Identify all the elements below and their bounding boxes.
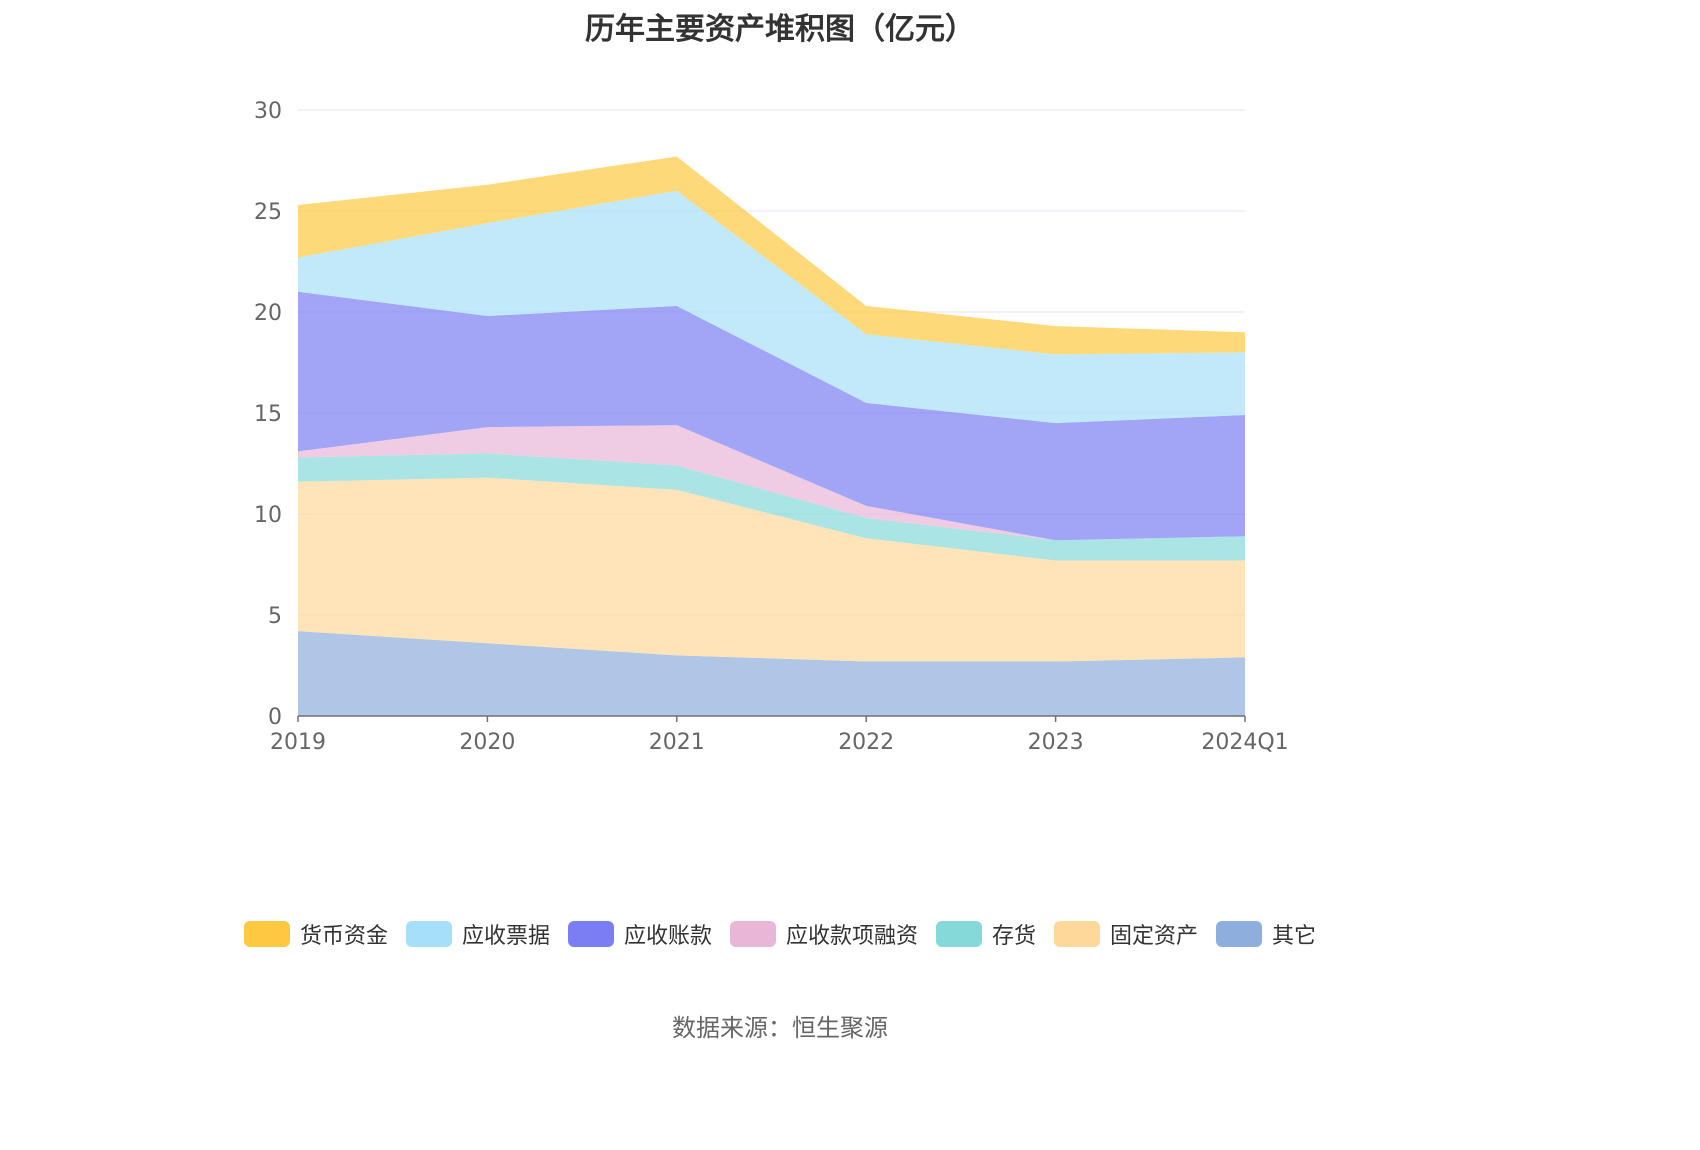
area-series [298, 190, 1245, 424]
x-tick-label: 2021 [649, 730, 705, 755]
x-tick-label: 2020 [459, 730, 515, 755]
y-tick-label: 10 [254, 503, 282, 528]
legend-item[interactable]: 存货 [936, 918, 1036, 950]
data-source: 数据来源：恒生聚源 [672, 1014, 888, 1042]
x-tick-label: 2022 [838, 730, 894, 755]
legend-swatch [567, 921, 614, 947]
legend-label: 应收账款 [623, 924, 712, 949]
y-tick-label: 25 [254, 200, 282, 225]
legend-label: 其它 [1272, 924, 1317, 949]
legend-item[interactable]: 固定资产 [1054, 918, 1198, 950]
area-series [298, 291, 1245, 541]
legend-swatch [1054, 921, 1101, 947]
x-tick-label: 2024Q1 [1201, 730, 1288, 755]
legend-label: 货币资金 [299, 924, 388, 949]
area-series [298, 477, 1245, 662]
y-tick-label: 30 [254, 99, 282, 124]
legend-swatch [243, 921, 290, 947]
legend-swatch [1216, 921, 1263, 947]
legend-label: 存货 [992, 924, 1037, 949]
chart-title: 历年主要资产堆积图（亿元） [585, 12, 975, 47]
x-tick-label: 2019 [270, 730, 326, 755]
x-tick-label: 2023 [1028, 730, 1084, 755]
area-series [298, 156, 1245, 355]
legend-swatch [405, 921, 452, 947]
legend-label: 固定资产 [1110, 924, 1199, 949]
y-tick-label: 20 [254, 301, 282, 326]
legend-swatch [936, 921, 982, 947]
legend-item[interactable]: 应收账款 [567, 918, 712, 950]
y-tick-label: 0 [268, 705, 282, 730]
stacked-area-chart: 0 5 10 15 20 25 30 2019 2020 2021 2022 2023 2024Q1 [254, 99, 1289, 755]
legend-item[interactable]: 货币资金 [243, 918, 388, 950]
area-series [298, 631, 1245, 716]
legend-item[interactable]: 其它 [1216, 918, 1316, 950]
y-tick-label: 5 [268, 604, 282, 629]
legend-item[interactable]: 应收款项融资 [729, 918, 918, 950]
area-series [298, 453, 1245, 561]
area-series [298, 425, 1245, 541]
y-tick-label: 15 [254, 402, 282, 427]
legend-label: 应收票据 [461, 924, 550, 949]
legend-item[interactable]: 应收票据 [405, 918, 550, 950]
legend-label: 应收款项融资 [785, 924, 918, 949]
legend-swatch [729, 921, 776, 947]
chart-legend: 货币资金 应收票据 应收账款 应收款项融资 存货 固定资产 其它 [0, 918, 1560, 950]
